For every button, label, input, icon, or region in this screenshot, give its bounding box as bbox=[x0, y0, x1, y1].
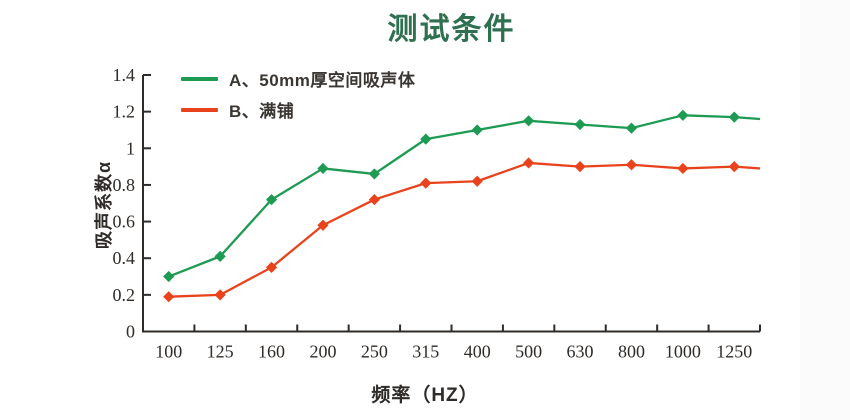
series-b-data-point bbox=[420, 177, 432, 189]
series-b-data-point bbox=[471, 175, 483, 187]
series-b-data-point bbox=[265, 261, 278, 273]
x-tick-label: 125 bbox=[207, 342, 234, 362]
y-tick-label: 0.4 bbox=[113, 248, 136, 268]
series-a-data-point bbox=[625, 122, 638, 134]
x-tick-label: 400 bbox=[464, 342, 491, 362]
series-a-data-point bbox=[728, 111, 740, 123]
x-axis-title: 频率（HZ） bbox=[371, 385, 479, 406]
x-tick-label: 500 bbox=[515, 342, 542, 362]
series-a-line bbox=[168, 114, 761, 278]
series-b-line bbox=[168, 161, 761, 298]
series-b-data-point bbox=[523, 157, 535, 169]
series-b-data-point bbox=[728, 161, 740, 173]
series-b-data-point bbox=[625, 159, 638, 171]
y-tick-label: 1 bbox=[126, 138, 135, 158]
page-edge-strip bbox=[800, 0, 850, 420]
series-b-data-point bbox=[317, 219, 329, 231]
series-a-data-point bbox=[471, 124, 483, 136]
series-a-data-point bbox=[368, 168, 380, 180]
legend-item-series-a: A、50mm厚空间吸声体 bbox=[181, 63, 415, 94]
series-b-label: B、满铺 bbox=[229, 102, 295, 121]
series-a-data-point bbox=[574, 118, 586, 131]
y-tick-label: 0 bbox=[126, 322, 135, 342]
y-tick-label: 1.2 bbox=[113, 102, 136, 122]
series-b-data-point bbox=[214, 289, 226, 301]
x-tick-label: 250 bbox=[361, 342, 388, 362]
chart-title: 测试条件 bbox=[387, 13, 516, 46]
x-tick-label: 1000 bbox=[665, 342, 701, 362]
x-tick-label: 630 bbox=[567, 342, 594, 362]
series-a-data-point bbox=[420, 133, 432, 145]
y-tick-label: 0.6 bbox=[113, 212, 136, 232]
y-tick-label: 0.8 bbox=[113, 175, 136, 195]
chart-legend: A、50mm厚空间吸声体 B、满铺 bbox=[181, 63, 415, 125]
x-tick-label: 1250 bbox=[716, 342, 752, 362]
series-b-data-point bbox=[574, 161, 586, 173]
series-a-data-point bbox=[677, 109, 689, 121]
y-tick-label: 0.2 bbox=[113, 285, 136, 305]
series-a-data-point bbox=[523, 115, 535, 127]
series-a-data-point bbox=[317, 162, 329, 175]
legend-item-series-b: B、满铺 bbox=[181, 94, 415, 125]
series-a-line-swatch bbox=[181, 76, 218, 81]
y-tick-label: 1.4 bbox=[113, 65, 136, 85]
x-tick-label: 315 bbox=[412, 342, 439, 362]
series-b-line-swatch bbox=[181, 107, 218, 112]
series-a-data-point bbox=[265, 193, 278, 206]
series-b-data-point bbox=[163, 291, 175, 303]
series-b-data-point bbox=[368, 193, 380, 206]
series-a-data-point bbox=[163, 270, 175, 283]
series-a-label: A、50mm厚空间吸声体 bbox=[229, 71, 416, 90]
series-b-data-point bbox=[677, 162, 689, 175]
x-tick-label: 200 bbox=[309, 342, 336, 362]
x-tick-label: 100 bbox=[155, 342, 182, 362]
x-tick-label: 800 bbox=[618, 342, 645, 362]
x-tick-label: 160 bbox=[258, 342, 285, 362]
series-a-data-point bbox=[214, 250, 226, 262]
